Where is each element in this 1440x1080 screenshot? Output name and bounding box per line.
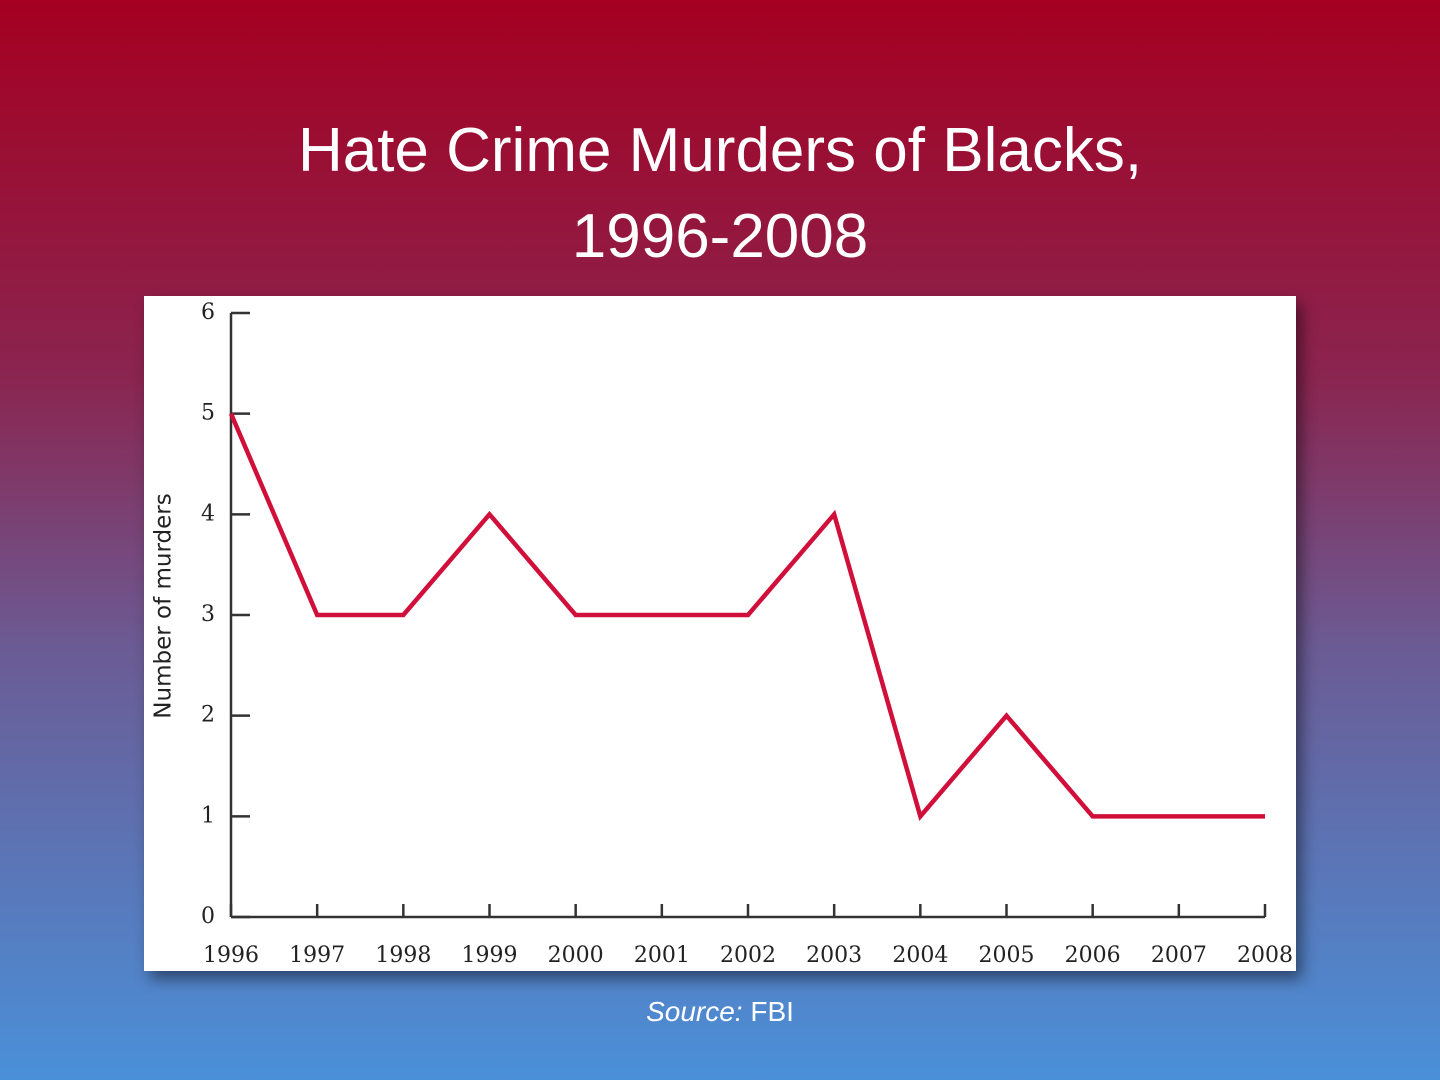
y-tick-label: 4 [201,501,215,526]
x-tick-label: 2008 [1237,943,1293,968]
chart-title: Hate Crime Murders of Blacks, 1996-2008 [297,116,1143,271]
x-tick-label: 2002 [720,943,776,968]
x-tick-label: 1998 [375,943,431,968]
y-tick-label: 5 [201,401,215,426]
y-tick-label: 1 [201,803,215,828]
x-tick-label: 2006 [1065,943,1121,968]
y-axis-label: Number of murders [151,493,177,718]
x-tick-label: 1999 [462,943,518,968]
source: Source: FBI [0,996,1440,1028]
x-tick-label: 1997 [289,943,345,968]
x-tick-label: 2000 [548,943,604,968]
data-line [228,412,1265,821]
chart-panel: Number of murders 0 1 2 3 4 5 6 1996 1997 1998 199… [144,296,1296,971]
x-tick-label: 2005 [979,943,1035,968]
chart: Number of murders 0 1 2 3 4 5 6 1996 1997 1998 199… [151,300,1294,968]
x-tick-label: 2004 [892,943,948,968]
y-tick-label: 2 [201,703,215,728]
x-tick-label: 2001 [634,943,690,968]
source-text: FBI [750,996,794,1027]
x-tick-label: 2007 [1151,943,1207,968]
y-tick-label: 3 [201,602,215,627]
x-tick-label: 1996 [203,943,259,968]
source-label: Source: [646,996,743,1027]
y-tick-label: 0 [201,904,215,929]
y-tick-label: 6 [201,300,215,325]
x-tick-label: 2003 [806,943,862,968]
